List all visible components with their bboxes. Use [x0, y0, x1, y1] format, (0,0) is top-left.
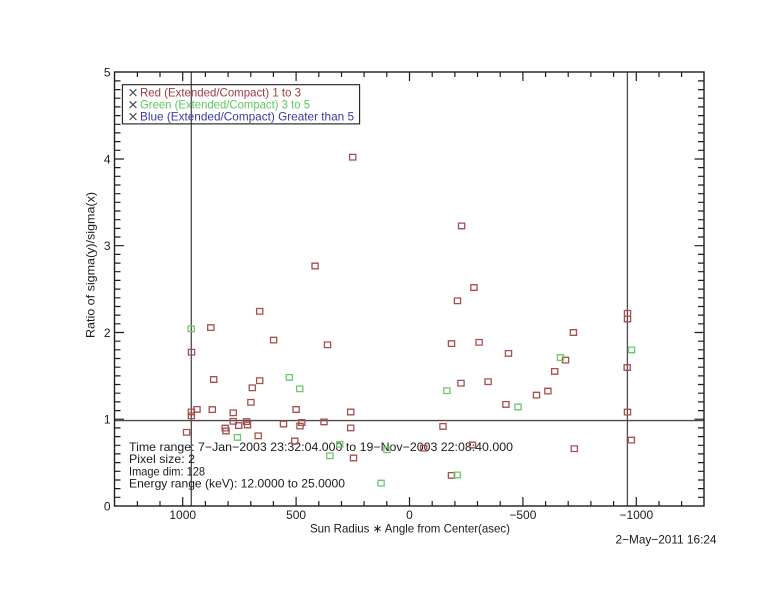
svg-text:Sun Radius ∗ Angle from Center: Sun Radius ∗ Angle from Center(asec) [310, 522, 510, 536]
svg-text:500: 500 [286, 508, 306, 522]
svg-text:−500: −500 [509, 508, 536, 522]
svg-text:−1000: −1000 [619, 508, 653, 522]
svg-text:1000: 1000 [169, 508, 196, 522]
svg-text:Time range: 7−Jan−2003 23:32:: Time range: 7−Jan−2003 23:32:04.000 to 1… [129, 440, 513, 454]
svg-text:Ratio of sigma(y)/sigma(x): Ratio of sigma(y)/sigma(x) [84, 192, 98, 338]
svg-text:5: 5 [104, 66, 111, 80]
svg-text:0: 0 [406, 508, 413, 522]
svg-text:0: 0 [104, 499, 111, 513]
svg-text:4: 4 [104, 152, 111, 166]
svg-text:Green (Extended/Compact) 3 to: Green (Extended/Compact) 3 to 5 [140, 98, 310, 112]
svg-text:Pixel size: 2: Pixel size: 2 [129, 452, 195, 466]
svg-text:2: 2 [104, 326, 111, 340]
svg-text:3: 3 [104, 239, 111, 253]
svg-text:Blue (Extended/Compact) Greate: Blue (Extended/Compact) Greater than 5 [140, 110, 354, 124]
svg-text:Energy range (keV): 12.0000 to: Energy range (keV): 12.0000 to 25.0000 [129, 477, 345, 491]
svg-text:Red (Extended/Compact) 1 to 3: Red (Extended/Compact) 1 to 3 [140, 86, 301, 100]
svg-text:Image dim: 128: Image dim: 128 [129, 464, 205, 478]
svg-text:1: 1 [104, 413, 111, 427]
svg-text:2−May−2011 16:24: 2−May−2011 16:24 [616, 533, 717, 547]
